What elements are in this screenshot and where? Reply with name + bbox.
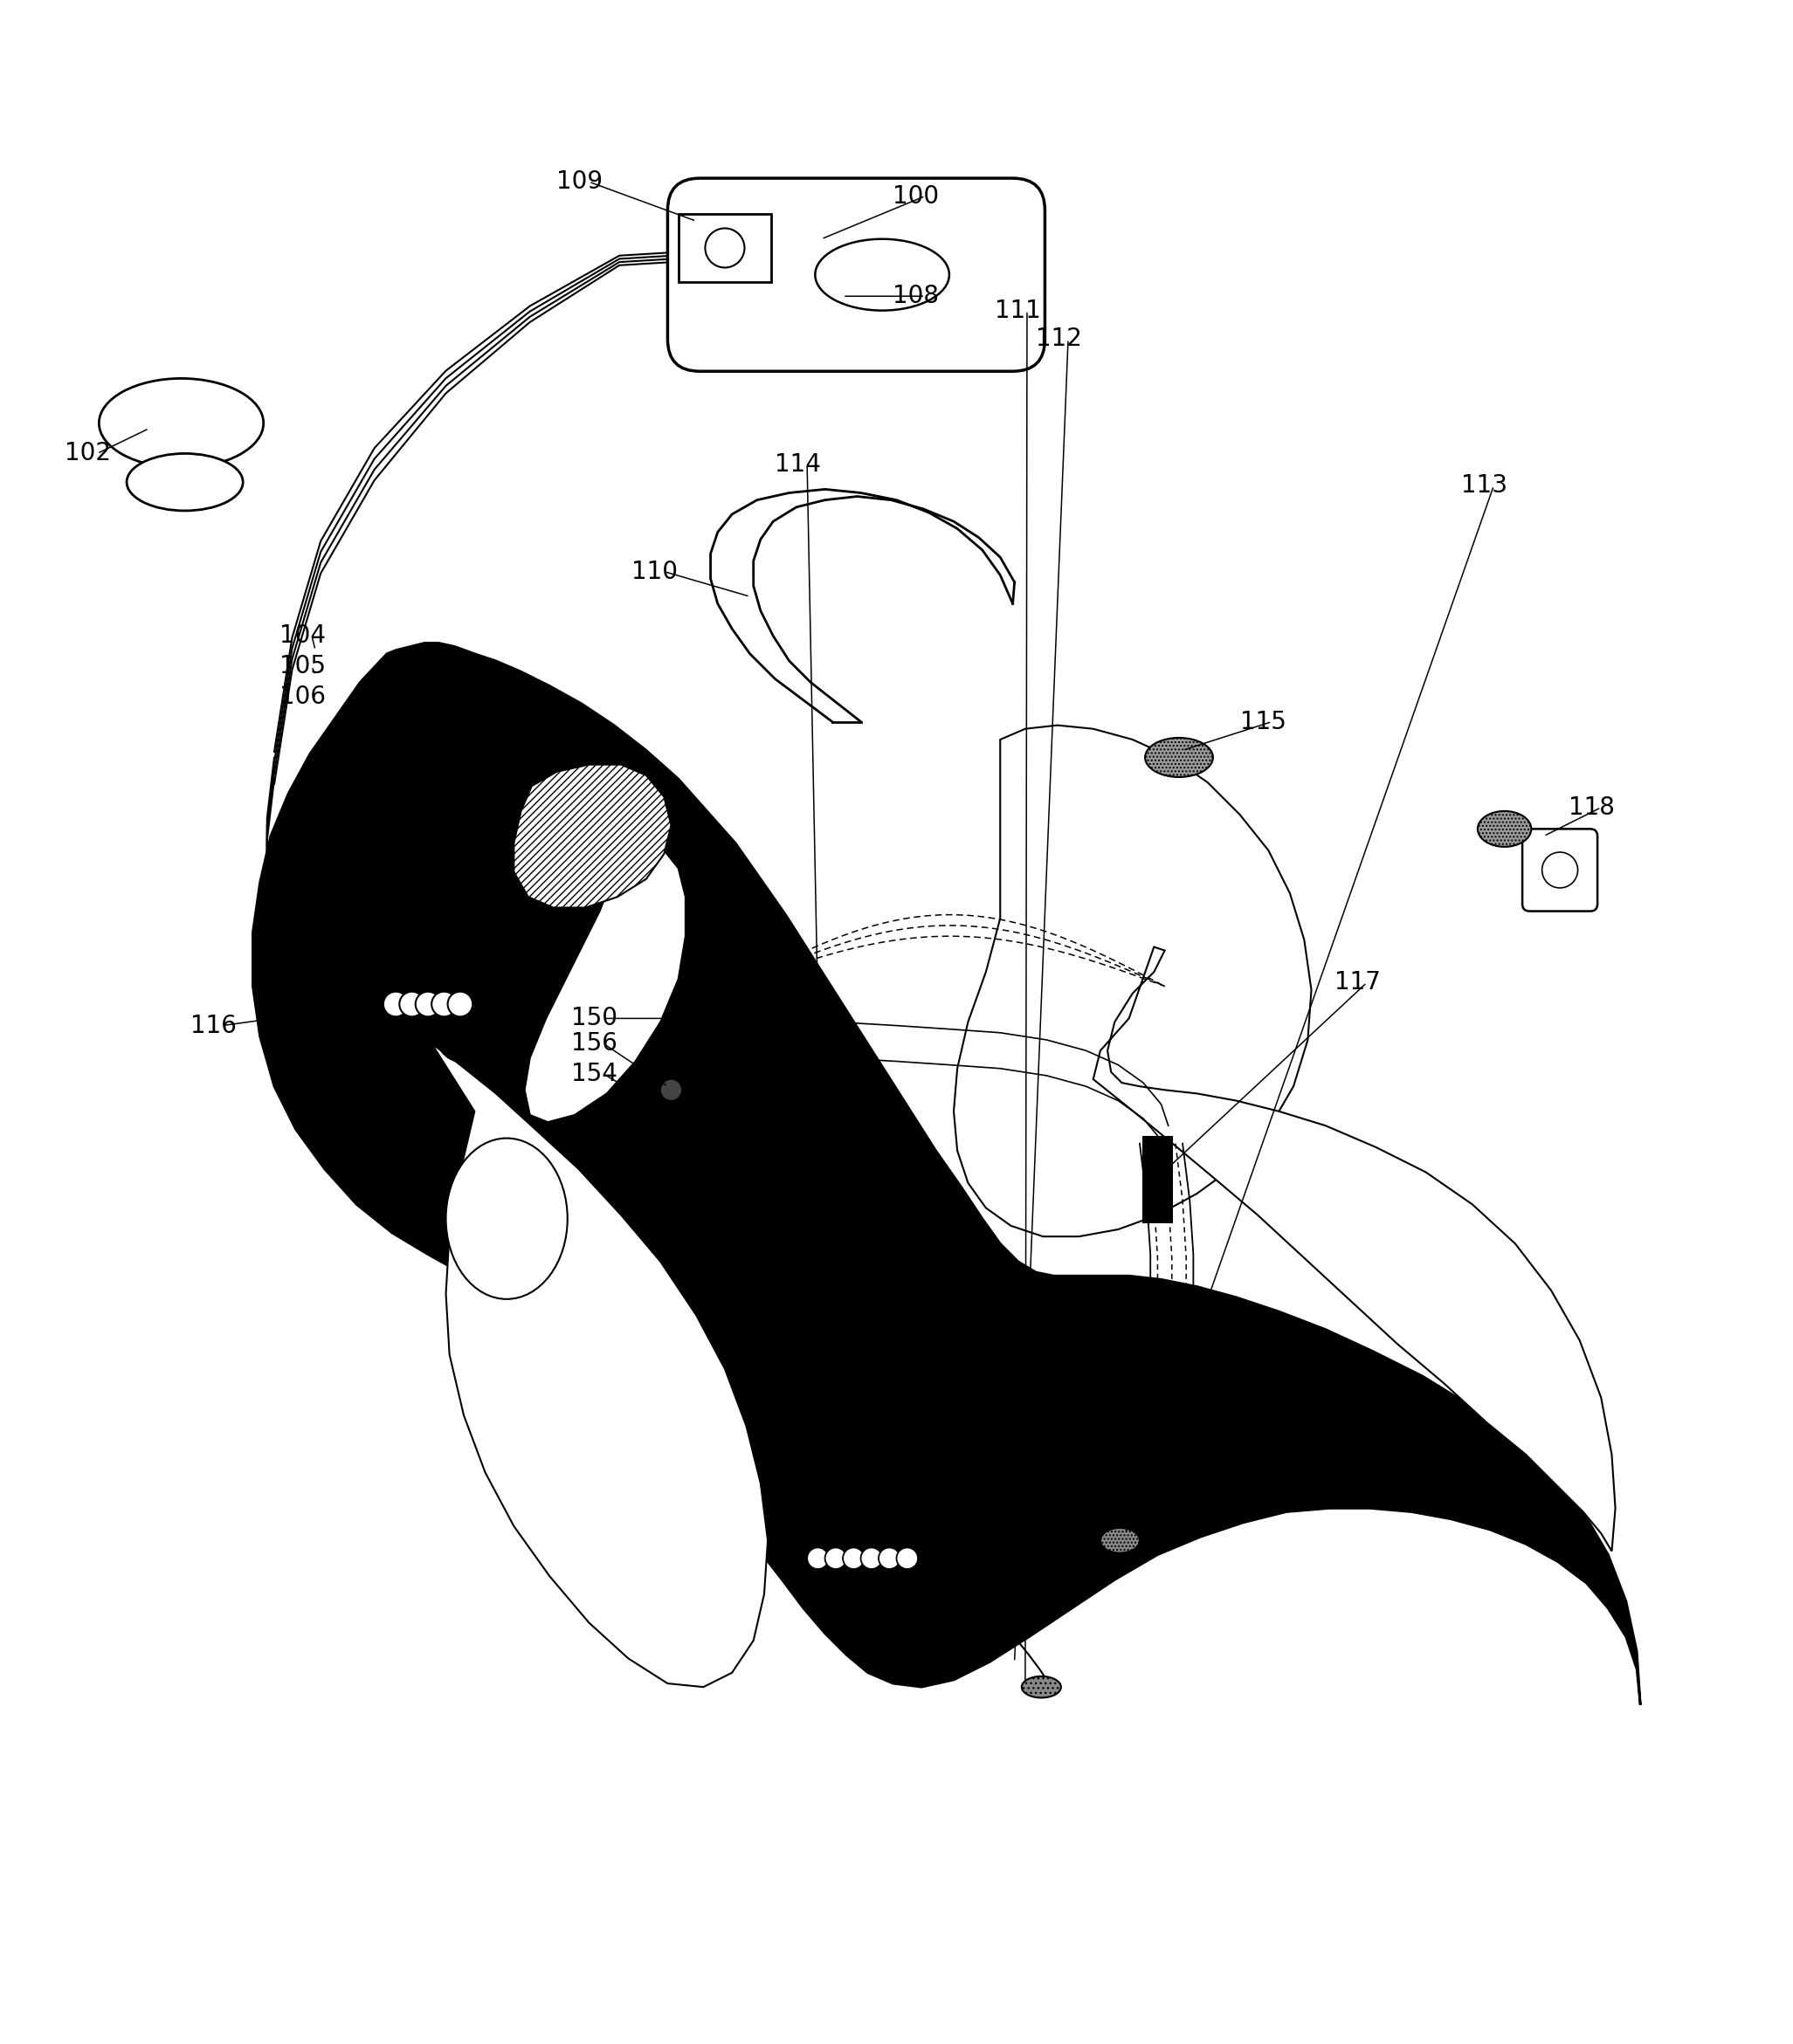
Circle shape [896,1547,918,1570]
Polygon shape [432,1042,767,1686]
Text: 104: 104 [280,623,326,648]
Polygon shape [525,844,685,1122]
Text: 106: 106 [280,685,326,709]
Text: 108: 108 [893,284,940,309]
Circle shape [879,1547,900,1570]
Circle shape [448,991,473,1016]
Polygon shape [515,764,671,908]
Circle shape [807,1547,828,1570]
Text: 118: 118 [1569,795,1615,820]
Text: 112: 112 [1036,327,1083,352]
Circle shape [861,1547,882,1570]
Circle shape [384,991,409,1016]
Text: 100: 100 [893,184,940,208]
Ellipse shape [1101,1529,1140,1553]
FancyBboxPatch shape [1522,830,1598,912]
Text: 116: 116 [190,1014,237,1038]
Polygon shape [253,644,1641,1705]
Circle shape [843,1547,864,1570]
Text: 110: 110 [631,560,678,585]
Text: 117: 117 [1334,971,1381,995]
Text: 113: 113 [1461,474,1508,499]
Text: 115: 115 [1239,709,1286,734]
Text: 102: 102 [65,442,111,466]
Ellipse shape [1022,1676,1061,1699]
FancyBboxPatch shape [667,178,1045,372]
Text: 156: 156 [570,1032,617,1055]
Polygon shape [954,726,1311,1237]
Circle shape [660,1079,681,1100]
Ellipse shape [446,1139,567,1300]
Circle shape [416,991,441,1016]
Ellipse shape [1146,738,1214,777]
Circle shape [825,1547,846,1570]
Ellipse shape [816,239,948,311]
Ellipse shape [127,454,242,511]
Circle shape [658,1102,683,1128]
Text: 154: 154 [570,1061,617,1085]
Circle shape [432,991,457,1016]
Bar [1144,1136,1173,1222]
Text: 109: 109 [558,170,602,194]
Circle shape [400,991,425,1016]
Bar [678,215,771,282]
Text: 114: 114 [775,452,821,476]
Text: 150: 150 [570,1006,617,1030]
Polygon shape [1094,946,1615,1551]
Circle shape [705,229,744,268]
Ellipse shape [99,378,264,468]
Text: 105: 105 [280,654,326,679]
Ellipse shape [1477,811,1531,846]
Text: 111: 111 [995,298,1042,323]
